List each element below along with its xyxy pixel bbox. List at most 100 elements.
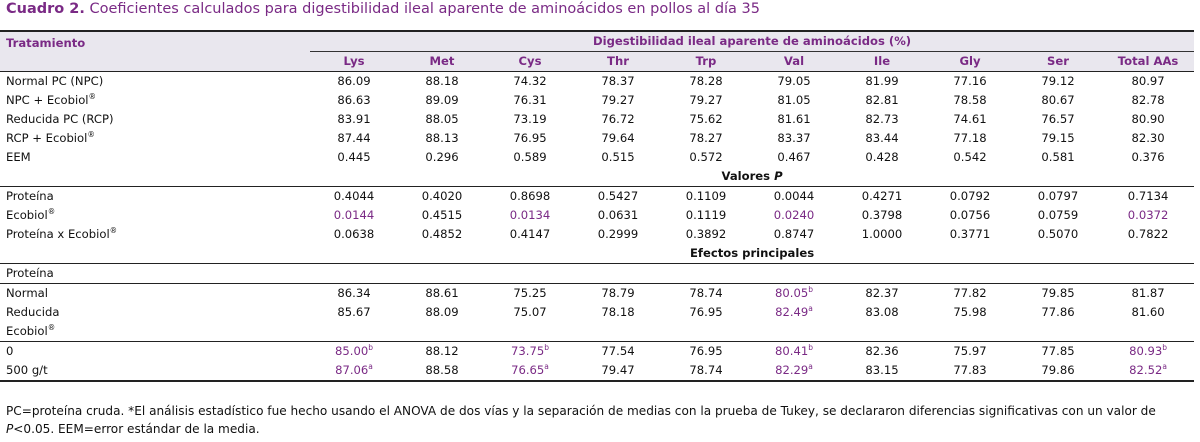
value-cell: 79.85	[1014, 283, 1102, 303]
value-cell: 79.86	[1014, 361, 1102, 382]
value-cell: 0.8698	[486, 186, 574, 206]
value-cell: 74.32	[486, 71, 574, 91]
value-cell: 82.36	[838, 341, 926, 361]
value-cell: 88.13	[425, 131, 459, 145]
value-cell: 0.445	[337, 150, 371, 164]
section-title-main-effects: Efectos principales	[690, 246, 815, 260]
value-cell: 73.19	[513, 112, 547, 126]
value-cell: 78.27	[689, 131, 723, 145]
value-cell: 76.95	[689, 305, 723, 319]
footnote: PC=proteína cruda. *El análisis estadíst…	[6, 402, 1198, 438]
row-label: EEM	[6, 150, 31, 164]
caption-label: Cuadro 2.	[6, 1, 85, 17]
subgroup-row: Ecobiol®	[0, 322, 1194, 342]
value-cell: 0.572	[689, 150, 723, 164]
significance-letter: b	[544, 343, 549, 353]
value-cell: 0.4147	[509, 227, 551, 241]
column-header: Ile	[873, 54, 891, 68]
value-cell: 88.05	[425, 112, 459, 126]
value-cell: 73.75b	[486, 341, 574, 361]
column-header: Ser	[1047, 54, 1069, 68]
row-label: Ecobiol®	[6, 207, 56, 222]
value-cell: 76.31	[513, 93, 547, 107]
value-cell: 83.15	[838, 361, 926, 382]
value-cell: 88.61	[398, 283, 486, 303]
value-cell: 86.34	[310, 283, 398, 303]
value-cell: 0.0044	[750, 186, 838, 206]
footnote-line1: PC=proteína cruda. *El análisis estadíst…	[6, 404, 1156, 418]
significance-letter: a	[544, 362, 549, 372]
row-label: Reducida PC (RCP)	[6, 112, 114, 126]
value-cell: 82.78	[1131, 93, 1165, 107]
registered-mark: ®	[47, 207, 56, 217]
value-cell: 0.467	[777, 150, 811, 164]
value-cell: 83.91	[337, 112, 371, 126]
value-cell: 0.0797	[1014, 186, 1102, 206]
value-cell: 0.1109	[662, 186, 750, 206]
section-row-pvalues: Valores P	[0, 167, 1194, 187]
value-cell: 87.44	[337, 131, 371, 145]
value-cell: 0.4044	[310, 186, 398, 206]
value-cell: 85.67	[337, 305, 371, 319]
header-row-group: Tratamiento Digestibilidad ileal aparente…	[0, 30, 1195, 72]
column-header: Trp	[695, 54, 717, 68]
value-cell: 0.7134	[1102, 186, 1195, 206]
column-header: Thr	[607, 54, 629, 68]
registered-mark: ®	[87, 130, 95, 140]
value-cell: 77.54	[574, 341, 662, 361]
row-label: RCP + Ecobiol®	[6, 130, 95, 145]
header-treatment: Tratamiento	[0, 30, 310, 72]
value-cell: 78.18	[601, 305, 635, 319]
footnote-p-italic: P	[6, 422, 14, 436]
value-cell: 0.0372	[1127, 208, 1169, 222]
value-cell: 0.581	[1041, 150, 1075, 164]
value-cell: 83.08	[865, 305, 899, 319]
caption-text: Coeficientes calculados para digestibili…	[89, 1, 761, 17]
value-cell: 79.27	[689, 93, 723, 107]
significance-letter: a	[1162, 362, 1167, 372]
value-cell: 79.64	[601, 131, 635, 145]
value-cell: 81.61	[777, 112, 811, 126]
value-cell: 77.85	[1014, 341, 1102, 361]
value-cell: 81.05	[777, 93, 811, 107]
value-cell: 0.5427	[574, 186, 662, 206]
value-cell: 88.58	[398, 361, 486, 382]
section-spacer	[0, 244, 310, 264]
value-cell: 77.82	[926, 283, 1014, 303]
table-row: Ecobiol® 0.0144 0.4515 0.0134 0.0631 0.1119 0.…	[0, 206, 1194, 225]
value-cell: 79.05	[750, 71, 838, 91]
row-label: Reducida	[6, 305, 60, 319]
header-group: Digestibilidad ileal aparente de aminoác…	[310, 30, 1195, 52]
subgroup-label: Proteína	[0, 263, 1195, 284]
subgroup-row: Proteína	[0, 263, 1195, 284]
row-label: 500 g/t	[0, 361, 310, 382]
row-label: Proteína x Ecobiol®	[6, 226, 118, 241]
significance-letter: b	[808, 285, 813, 295]
value-cell: 0.3798	[861, 208, 903, 222]
value-cell: 0.0631	[597, 208, 639, 222]
value-cell: 80.41b	[750, 341, 838, 361]
column-header: Met	[429, 54, 455, 68]
value-cell: 86.63	[337, 93, 371, 107]
value-cell: 76.65a	[486, 361, 574, 382]
value-cell: 77.18	[953, 131, 987, 145]
value-cell: 75.97	[926, 341, 1014, 361]
footnote-line2: <0.05. EEM=error estándar de la media.	[13, 422, 260, 436]
significance-letter: b	[368, 343, 373, 353]
value-cell: 0.0134	[509, 208, 551, 222]
table-body: Tratamiento Digestibilidad ileal aparente…	[0, 30, 1195, 382]
row-label: 0	[0, 341, 310, 361]
subgroup-label: Ecobiol®	[6, 323, 56, 338]
value-cell: 76.57	[1041, 112, 1075, 126]
value-cell: 0.296	[425, 150, 459, 164]
value-cell: 75.62	[689, 112, 723, 126]
value-cell: 88.12	[398, 341, 486, 361]
registered-mark: ®	[109, 226, 118, 236]
value-cell: 83.44	[865, 131, 899, 145]
value-cell: 80.93b	[1102, 341, 1195, 361]
value-cell: 79.15	[1041, 131, 1075, 145]
value-cell: 0.8747	[773, 227, 815, 241]
value-cell: 82.81	[865, 93, 899, 107]
table-row: NPC + Ecobiol® 86.63 89.09 76.31 79.27 79.27 8…	[0, 91, 1194, 110]
value-cell: 81.87	[1102, 283, 1195, 303]
